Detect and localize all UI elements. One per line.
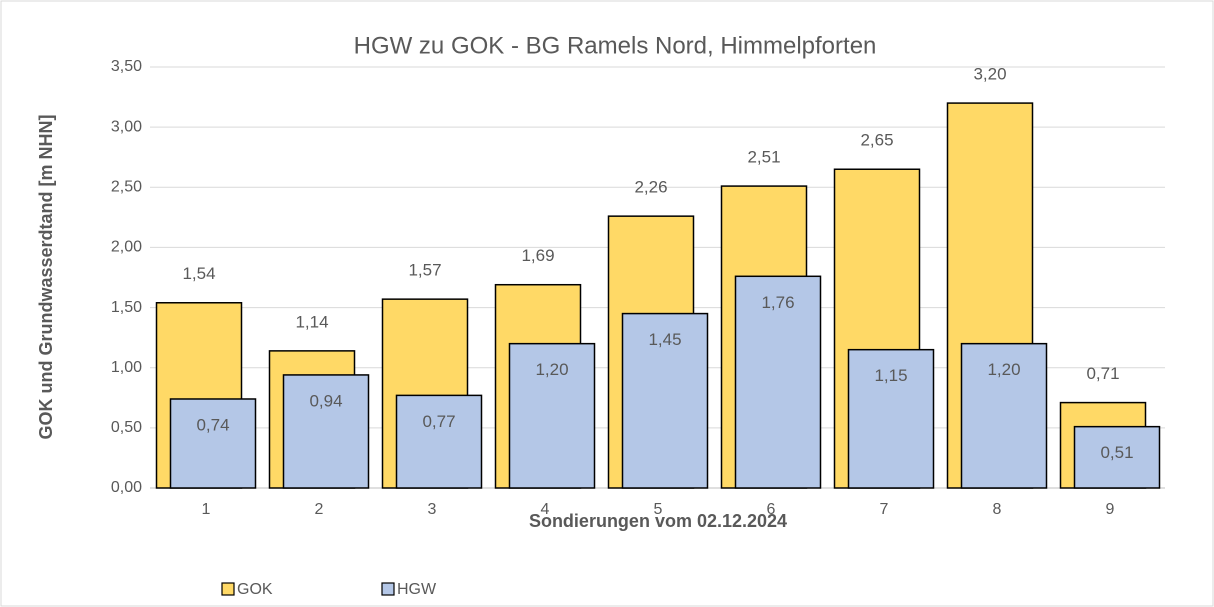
y-axis-label: GOK und Grundwasserdtand [m NHN] <box>36 114 56 439</box>
bar <box>960 342 1048 489</box>
data-label: 0,77 <box>422 412 455 431</box>
x-tick-label: 3 <box>428 501 437 518</box>
chart-title: HGW zu GOK - BG Ramels Nord, Himmelpfort… <box>354 32 877 59</box>
data-label: 1,15 <box>874 366 907 385</box>
y-tick-label: 1,50 <box>111 299 142 316</box>
x-tick-label: 8 <box>993 501 1002 518</box>
x-tick-label: 1 <box>202 501 211 518</box>
data-label: 1,76 <box>761 293 794 312</box>
bar <box>282 374 370 489</box>
x-tick-label: 9 <box>1106 501 1115 518</box>
bar <box>169 398 257 489</box>
bar <box>847 348 935 489</box>
x-tick-label: 2 <box>315 501 324 518</box>
data-label: 2,51 <box>747 148 780 167</box>
x-tick-label: 7 <box>880 501 889 518</box>
y-tick-label: 1,00 <box>111 359 142 376</box>
bar <box>621 312 709 489</box>
legend-label: GOK <box>237 581 273 598</box>
bar <box>1073 425 1161 489</box>
x-tick-label: 6 <box>767 501 776 518</box>
data-label: 1,20 <box>987 360 1020 379</box>
y-tick-label: 3,00 <box>111 118 142 135</box>
data-label: 1,57 <box>408 261 441 280</box>
data-label: 0,74 <box>196 415 229 434</box>
y-tick-label: 0,00 <box>111 479 142 496</box>
x-tick-label: 5 <box>654 501 663 518</box>
x-tick-label: 4 <box>541 501 550 518</box>
y-tick-label: 2,50 <box>111 179 142 196</box>
data-label: 1,69 <box>521 246 554 265</box>
data-label: 0,51 <box>1100 443 1133 462</box>
legend-label: HGW <box>397 581 437 598</box>
bar <box>395 394 483 489</box>
data-label: 2,26 <box>634 178 667 197</box>
y-tick-label: 3,50 <box>111 58 142 75</box>
data-label: 1,14 <box>295 312 328 331</box>
x-axis-label: Sondierungen vom 02.12.2024 <box>529 511 787 531</box>
data-label: 1,20 <box>535 360 568 379</box>
data-label: 1,54 <box>182 264 215 283</box>
data-label: 0,94 <box>309 391 342 410</box>
bar <box>508 342 596 489</box>
legend-swatch <box>381 582 395 596</box>
y-tick-label: 0,50 <box>111 419 142 436</box>
legend-swatch <box>221 582 235 596</box>
y-tick-label: 2,00 <box>111 239 142 256</box>
data-label: 2,65 <box>860 131 893 150</box>
bar <box>734 275 822 489</box>
data-label: 0,71 <box>1086 364 1119 383</box>
data-label: 1,45 <box>648 330 681 349</box>
data-label: 3,20 <box>973 65 1006 84</box>
